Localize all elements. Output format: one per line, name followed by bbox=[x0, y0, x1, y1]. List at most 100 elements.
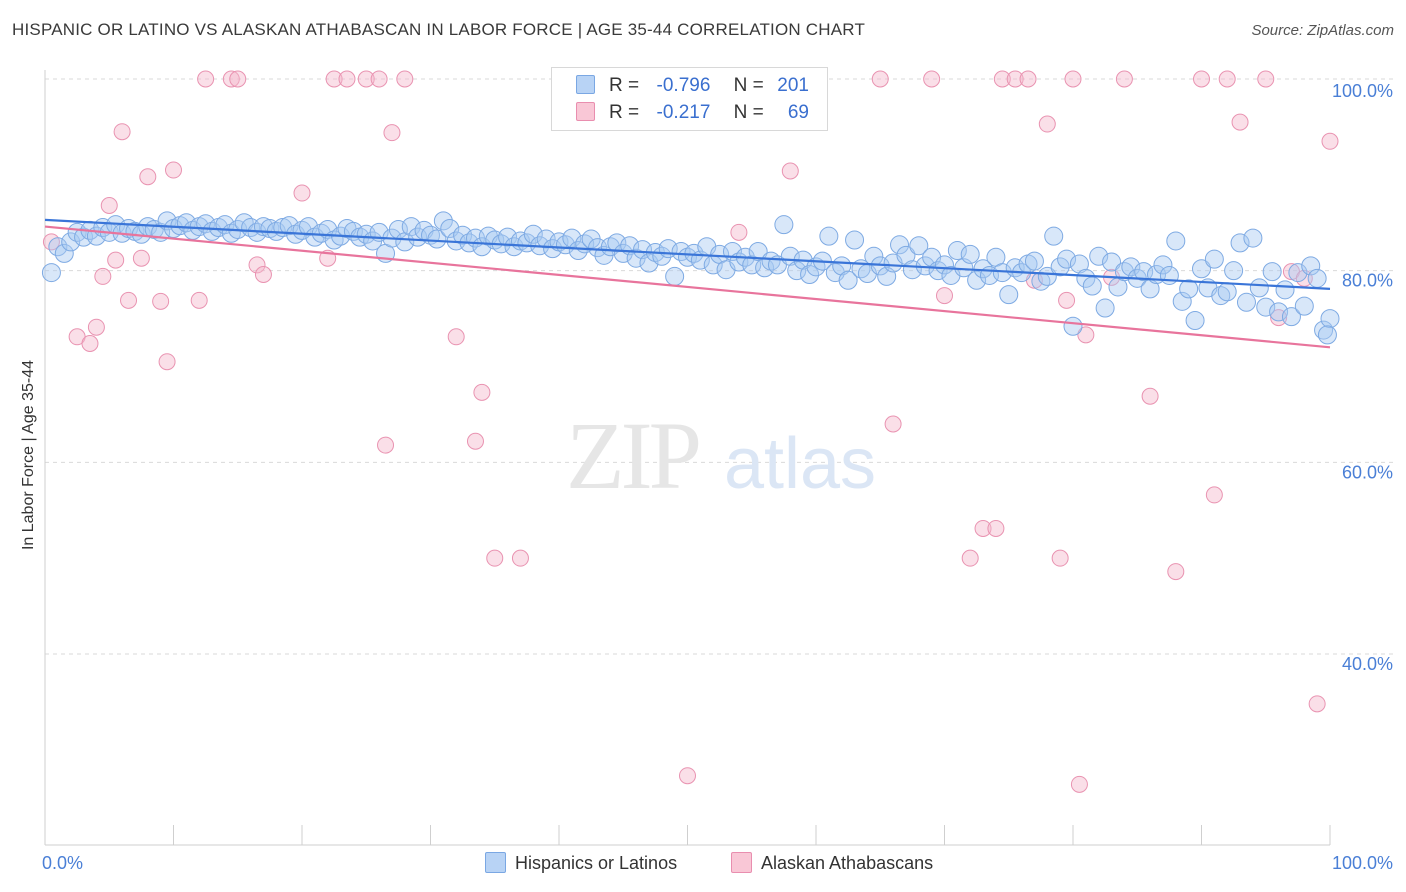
pink-point bbox=[871, 70, 889, 88]
blue-point bbox=[427, 229, 447, 249]
pink-point bbox=[100, 197, 118, 214]
pink-point bbox=[1058, 291, 1076, 309]
blue-point bbox=[845, 230, 865, 250]
blue-point bbox=[774, 215, 794, 235]
pink-point bbox=[229, 70, 247, 88]
pink-point bbox=[87, 318, 105, 336]
blue-point bbox=[607, 233, 627, 253]
blue-point bbox=[1249, 278, 1269, 298]
blue-point bbox=[1037, 266, 1057, 286]
blue-point bbox=[896, 245, 916, 265]
pink-point bbox=[1115, 70, 1133, 88]
blue-point bbox=[947, 241, 967, 261]
blue-point bbox=[748, 242, 768, 261]
blue-point bbox=[1076, 268, 1096, 288]
blue-point bbox=[787, 261, 807, 281]
blue-point bbox=[1179, 279, 1199, 299]
pink-point bbox=[370, 70, 388, 88]
pink-point bbox=[936, 287, 953, 305]
blue-point bbox=[1204, 249, 1224, 269]
pink-point bbox=[81, 335, 99, 352]
pink-point bbox=[679, 767, 696, 785]
blue-point bbox=[1069, 254, 1089, 274]
pink-point bbox=[486, 549, 504, 567]
pink-point bbox=[248, 256, 266, 274]
x-tick-label-100: 100.0% bbox=[1332, 853, 1393, 873]
blue-point bbox=[1256, 297, 1276, 317]
y-axis-label: In Labor Force | Age 35-44 bbox=[20, 359, 37, 551]
y-tick-label-60: 60.0% bbox=[1342, 462, 1393, 482]
blue-point bbox=[1095, 298, 1115, 318]
blue-point bbox=[1262, 262, 1282, 282]
pink-point bbox=[1193, 70, 1210, 88]
pink-point bbox=[325, 70, 343, 88]
pink-point bbox=[1218, 70, 1236, 88]
pink-point bbox=[94, 267, 112, 285]
bottom-legend-blue: Hispanics or Latinos bbox=[485, 852, 677, 874]
blue-point bbox=[1236, 292, 1256, 312]
pink-point bbox=[338, 70, 356, 88]
blue-point bbox=[1024, 251, 1044, 271]
legend-n-label: N = bbox=[733, 75, 764, 96]
bottom-legend-pink: Alaskan Athabascans bbox=[731, 852, 933, 874]
pink-point bbox=[884, 415, 902, 433]
blue-point bbox=[41, 263, 61, 283]
pink-point bbox=[1070, 775, 1088, 793]
legend-swatch-blue bbox=[576, 75, 595, 94]
blue-point bbox=[54, 243, 74, 263]
pink-point bbox=[120, 291, 138, 309]
pink-point bbox=[152, 292, 170, 310]
blue-point bbox=[1217, 282, 1237, 302]
blue-point bbox=[1063, 316, 1083, 336]
source-label: Source: ZipAtlas.com bbox=[1251, 22, 1394, 39]
watermark: ZIP atlas bbox=[566, 402, 876, 509]
blue-point bbox=[1317, 325, 1337, 345]
axes bbox=[44, 70, 1331, 846]
pink-point bbox=[197, 70, 215, 88]
pink-trend-line bbox=[44, 225, 1331, 349]
pink-point bbox=[1064, 70, 1082, 88]
stats-legend: R = -0.796 N = 201 R = -0.217 N = 69 bbox=[551, 67, 828, 131]
pink-point bbox=[377, 436, 395, 454]
blue-point bbox=[433, 211, 453, 231]
blue-point bbox=[1057, 249, 1077, 269]
blue-point bbox=[613, 243, 633, 263]
chart-title: HISPANIC OR LATINO VS ALASKAN ATHABASCAN… bbox=[12, 20, 866, 39]
blue-point bbox=[1089, 246, 1109, 266]
pink-point bbox=[1231, 113, 1249, 131]
blue-point bbox=[1121, 257, 1141, 277]
trend-lines bbox=[44, 218, 1331, 349]
legend-n-pink: 69 bbox=[787, 102, 809, 123]
legend-row-blue: R = -0.796 N = 201 bbox=[576, 72, 809, 100]
x-tick-label-0: 0.0% bbox=[42, 853, 83, 873]
blue-point bbox=[1275, 280, 1295, 300]
blue-point bbox=[665, 266, 685, 286]
pink-point bbox=[113, 123, 131, 141]
blue-point bbox=[838, 270, 858, 290]
pink-point bbox=[254, 266, 272, 283]
blue-point bbox=[1050, 257, 1070, 277]
pink-point bbox=[165, 161, 182, 179]
pink-point bbox=[1257, 70, 1275, 88]
blue-point bbox=[453, 225, 473, 245]
pink-point bbox=[107, 251, 125, 269]
pink-point bbox=[396, 70, 414, 88]
bottom-legend-swatch-pink bbox=[731, 852, 752, 873]
blue-point bbox=[1294, 296, 1314, 316]
pink-series-points bbox=[42, 70, 1339, 793]
pink-point bbox=[190, 291, 208, 309]
blue-point bbox=[819, 226, 839, 246]
blue-point bbox=[960, 244, 980, 264]
pink-point bbox=[1308, 695, 1326, 713]
blue-point bbox=[1044, 226, 1064, 246]
watermark-atlas: atlas bbox=[724, 424, 876, 504]
pink-point bbox=[730, 223, 748, 241]
pink-point bbox=[1051, 549, 1069, 567]
blue-point bbox=[1281, 307, 1301, 327]
blue-point bbox=[401, 217, 421, 237]
blue-point bbox=[1172, 291, 1192, 311]
blue-point bbox=[909, 236, 929, 256]
blue-point bbox=[1082, 276, 1102, 296]
blue-point bbox=[1134, 262, 1154, 282]
